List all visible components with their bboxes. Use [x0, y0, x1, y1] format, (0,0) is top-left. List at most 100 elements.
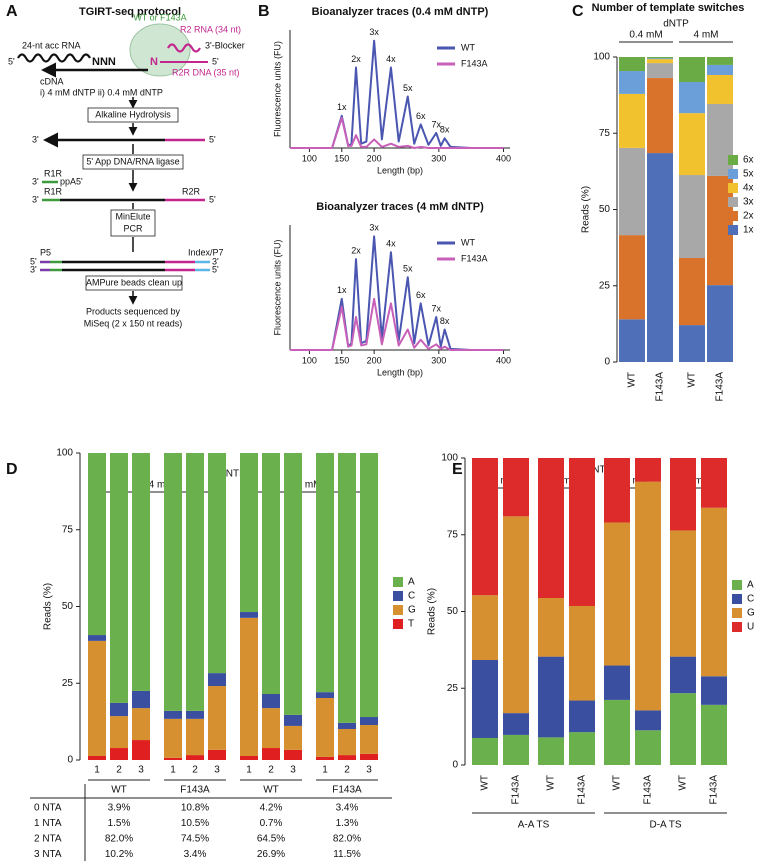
bar-segment: [701, 704, 727, 765]
y-tick-label: 100: [56, 448, 73, 459]
x-axis-label: Length (bp): [377, 165, 423, 175]
bar-segment: [132, 690, 150, 709]
x-tick-label: 1: [94, 765, 100, 776]
bar-segment: [472, 458, 498, 596]
bar-segment: [619, 235, 645, 320]
protocol-diagram: TGIRT-seq protocol WT or F143A 5' 24-nt …: [8, 6, 245, 328]
bar-segment: [88, 635, 106, 641]
bar-segment: [284, 453, 302, 715]
table-cell: 3.9%: [108, 803, 131, 814]
x-tick-label: F143A: [709, 775, 720, 805]
bar-segment: [647, 57, 673, 59]
x-tick-label: F143A: [511, 775, 522, 805]
y-axis-label: Fluorescence units (FU): [272, 41, 282, 137]
bar-segment: [604, 522, 630, 666]
x-tick-label: 100: [302, 153, 317, 163]
bar-segment: [707, 285, 733, 362]
x-tick-label: 2: [116, 765, 122, 776]
bar-segment: [679, 325, 705, 362]
x-tick-label: 300: [431, 153, 446, 163]
legend-swatch: [732, 580, 742, 590]
bar-segment: [186, 453, 204, 711]
x-tick-label: 2: [344, 765, 350, 776]
peak-label: 6x: [416, 111, 426, 121]
bar-segment: [635, 481, 661, 711]
x-tick-label: 1: [170, 765, 176, 776]
peak-label: 4x: [386, 239, 396, 249]
end-label: 5': [212, 56, 219, 66]
x-tick-label: WT: [612, 775, 623, 791]
peak-label: 1x: [337, 285, 347, 295]
r2r-dna-label: R2R DNA (35 nt): [172, 67, 240, 77]
bar-segment: [604, 699, 630, 765]
legend-swatch: [393, 591, 403, 601]
table-cell: 10.5%: [181, 818, 209, 829]
bar-segment: [262, 748, 280, 760]
y-tick-label: 25: [447, 683, 459, 694]
bar-segment: [164, 757, 182, 760]
bar-segment: [88, 640, 106, 757]
x-tick-label: 200: [367, 355, 382, 365]
bar-segment: [262, 693, 280, 709]
x-tick-label: 1: [322, 765, 328, 776]
conditions: i) 4 mM dNTP ii) 0.4 mM dNTP: [40, 87, 163, 97]
table-cell: 1.5%: [108, 818, 131, 829]
bar-segment: [569, 700, 595, 733]
group-label: D-A TS: [649, 820, 681, 831]
row-label: 0 NTA: [34, 803, 62, 814]
legend-swatch: [393, 619, 403, 629]
blocker-label: 3'-Blocker: [205, 40, 245, 50]
table-cell: 4.2%: [260, 803, 283, 814]
bar-segment: [240, 612, 258, 618]
bar-segment: [338, 755, 356, 760]
enzyme-label: WT or F143A: [133, 12, 186, 22]
group-label: 0.4 mM: [484, 476, 517, 487]
legend-swatch: [732, 594, 742, 604]
bar-segment: [360, 725, 378, 754]
bar-segment: [472, 737, 498, 765]
table-header: WT: [111, 785, 127, 796]
bar-segment: [284, 714, 302, 726]
end-label: 3': [212, 256, 219, 266]
bar-segment: [208, 749, 226, 760]
legend-label: 4x: [743, 183, 754, 194]
bar-segment: [635, 710, 661, 731]
bar-segment: [647, 78, 673, 154]
x-tick-label: 3: [138, 765, 144, 776]
x-tick-label: 400: [496, 355, 511, 365]
bar-segment: [569, 458, 595, 606]
x-tick-label: 400: [496, 153, 511, 163]
table-cell: 0.7%: [260, 818, 283, 829]
r1r-label: R1R: [44, 186, 63, 196]
index-label: Index/P7: [188, 247, 224, 257]
bar-segment: [88, 453, 106, 636]
bar-segment: [647, 58, 673, 60]
legend-label: G: [408, 605, 416, 616]
step-label: Alkaline Hydrolysis: [95, 109, 171, 119]
legend-swatch: [728, 183, 738, 193]
legend-swatch: [393, 577, 403, 587]
chart-title: Number of template switches: [592, 2, 745, 14]
legend-swatch: [393, 605, 403, 615]
step-box: [87, 107, 179, 123]
table-cell: 3.4%: [336, 803, 359, 814]
legend-swatch: [732, 622, 742, 632]
step-label: 5' App DNA/RNA ligase: [86, 156, 179, 166]
x-tick-label: WT: [546, 775, 557, 791]
bar-segment: [472, 595, 498, 661]
bar-segment: [647, 153, 673, 362]
x-tick-label: WT: [687, 372, 698, 388]
bar-segment: [240, 756, 258, 760]
legend-label: F143A: [461, 253, 488, 263]
group-label: 4 mM: [686, 476, 711, 487]
y-tick-label: 100: [441, 453, 458, 464]
bar-segment: [619, 71, 645, 94]
bar-segment: [538, 737, 564, 765]
x-tick-label: F143A: [643, 775, 654, 805]
step-box: [85, 275, 183, 291]
bar-segment: [619, 93, 645, 148]
bar-segment: [88, 756, 106, 760]
legend-swatch: [728, 169, 738, 179]
bar-segment: [164, 710, 182, 719]
trace-line: [290, 116, 504, 149]
